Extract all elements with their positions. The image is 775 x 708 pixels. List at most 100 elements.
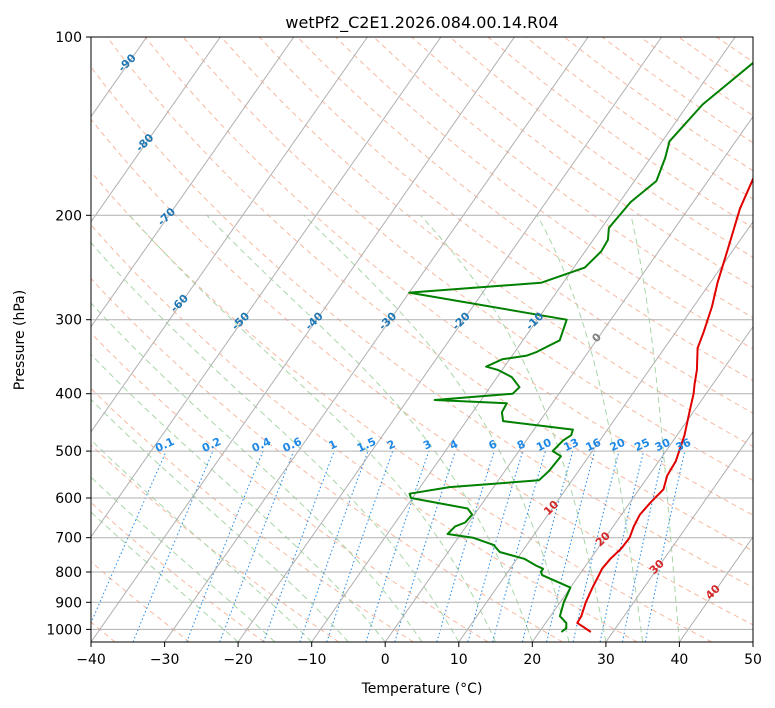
y-axis-label: Pressure (hPa) [12,290,28,390]
dry-adiabat [91,501,265,642]
dry-adiabat [91,171,713,642]
isotherm [164,37,589,642]
dry-adiabat [335,37,753,350]
dry-adiabat [91,387,414,642]
mixing-ratio-line [546,450,596,642]
isotherm [91,37,515,642]
moist-adiabat [303,214,570,642]
temperature-profile-line [576,176,753,633]
x-axis-label: Temperature (°C) [361,681,483,697]
dry-adiabat [297,37,753,382]
dry-adiabat [106,37,753,552]
mixing-ratio-label: 8 [515,437,527,452]
dry-adiabat [182,37,753,482]
line-labels: 0.1 0.2 0.4 0.6 1 1.5 2 3 4 6 8 10 13 16 20 25 30 36-90-8… [116,51,724,602]
isotherm [91,37,368,433]
mixing-ratio-label: 20 [608,436,628,454]
mixing-ratio-line [186,450,264,642]
mixing-ratio-label: 1 [327,437,339,452]
dry-adiabat [258,37,753,414]
isotherm [752,641,753,642]
isotherm [91,37,221,223]
mixing-ratio-line [467,450,524,642]
x-tick-label: −40 [76,652,106,668]
isotherm [678,535,753,642]
mixing-ratio-label: 13 [562,436,581,454]
dry-adiabat [487,37,753,229]
mixing-ratio-label: 3 [421,437,433,452]
dry-adiabat [220,37,753,448]
y-tick-label: 500 [55,444,82,460]
isotherm-label: -50 [229,309,252,332]
isotherm [458,220,753,642]
moist-adiabat [91,439,313,642]
mixing-ratio-line [91,450,167,625]
x-tick-label: −20 [223,652,253,668]
mixing-ratio-line [599,450,645,642]
plot-frame [90,36,754,643]
dry-adiabat-label: 40 [703,582,723,602]
mixing-ratio-line [436,450,495,642]
y-tick-label: 900 [55,595,82,611]
moist-adiabat [630,215,680,642]
isotherm-label: -40 [303,309,326,332]
dry-adiabat [144,37,753,516]
dry-adiabat [91,277,563,642]
data-lines [408,61,753,633]
dry-adiabat [640,37,753,117]
moist-adiabat [91,242,460,642]
mixing-ratio-label: 6 [487,437,500,452]
y-tick-label: 400 [55,387,82,403]
mixing-ratio-line [522,450,574,642]
dry-adiabat [91,444,340,642]
dewpoint-profile-line [408,61,753,633]
mixing-ratio-label: 30 [653,436,673,454]
moist-adiabat [206,214,533,642]
y-tick-label: 300 [55,313,82,329]
y-tick-label: 1000 [46,622,82,638]
dry-adiabat [373,37,753,319]
mixing-ratio-line [365,450,430,642]
dry-adiabat [678,37,753,90]
y-tick-label: 800 [55,565,82,581]
x-tick-label: 50 [744,652,762,668]
x-tick-label: −10 [297,652,327,668]
mixing-ratio-label: 0.2 [200,435,223,455]
moist-adiabat [91,511,239,642]
y-tick-label: 200 [55,208,82,224]
isotherm [311,37,736,642]
dry-adiabat [91,224,638,642]
x-tick-label: 0 [381,652,390,668]
dry-adiabat [601,37,753,144]
isotherm [384,115,753,642]
mixing-ratio-line [326,450,394,642]
moist-adiabat [91,398,349,642]
y-tick-label: 100 [55,30,82,46]
mixing-ratio-label: 0.4 [250,435,273,455]
isotherm [91,37,295,328]
mixing-ratio-line [132,450,214,642]
mixing-ratio-line [299,450,369,642]
isotherm-label: -20 [450,309,473,332]
mixing-ratio-label: 1.5 [355,435,378,455]
dry-adiabat-label: 30 [647,557,667,577]
moist-adiabat [91,476,276,642]
moist-adiabat [91,302,423,642]
isotherm [0,37,73,642]
mixing-ratio-label: 0.6 [281,435,304,455]
mixing-ratio-line [572,450,620,642]
isotherm-label: -60 [168,292,191,315]
isotherm [605,430,753,642]
mixing-ratio-label: 16 [584,436,604,454]
mixing-ratio-label: 10 [534,436,554,454]
isotherm [531,325,753,642]
x-tick-label: 30 [597,652,615,668]
background-lines [91,37,775,642]
isotherm-label: -30 [376,309,399,332]
dry-adiabat [755,37,775,642]
x-tick-label: 10 [450,652,468,668]
moist-adiabat [129,214,497,642]
mixing-ratio-label: 2 [385,437,397,452]
mixing-ratio-label: 25 [632,436,651,454]
